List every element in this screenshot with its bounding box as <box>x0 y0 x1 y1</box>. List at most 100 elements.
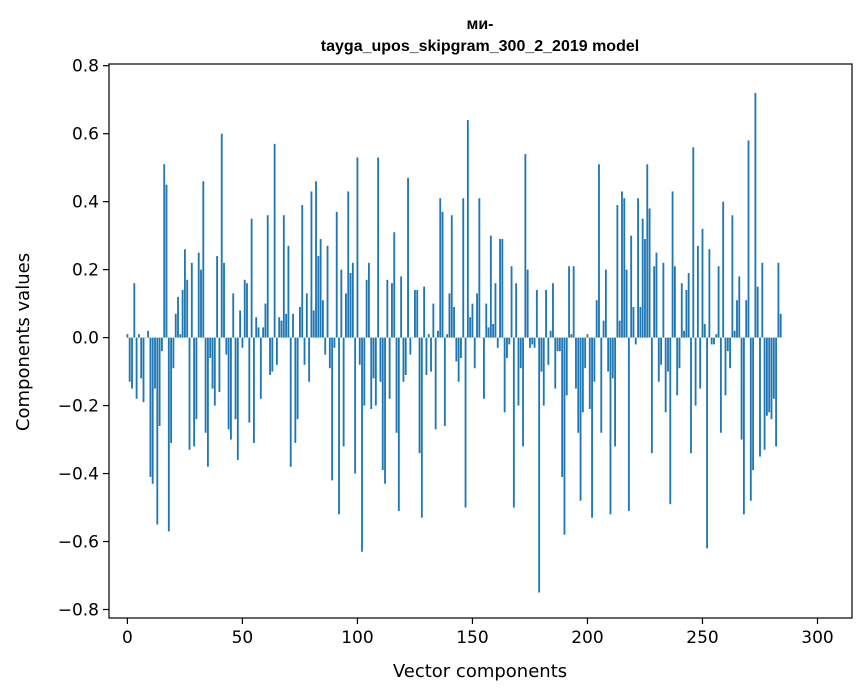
bar <box>420 337 423 518</box>
bar <box>374 337 377 406</box>
bar <box>448 293 451 338</box>
bar <box>673 266 676 338</box>
bar <box>269 337 271 375</box>
bar <box>310 191 313 338</box>
bar <box>485 303 488 338</box>
bar <box>289 337 292 467</box>
bar <box>301 205 304 338</box>
bar <box>216 256 219 338</box>
bar <box>361 337 363 552</box>
bar <box>140 337 143 379</box>
y-tick-label: 0.0 <box>72 329 99 349</box>
x-tick-label: 250 <box>686 628 718 648</box>
bar <box>722 201 725 338</box>
bar <box>391 283 393 338</box>
bar <box>271 337 274 372</box>
bar <box>501 239 504 338</box>
bar <box>273 143 276 338</box>
bar <box>377 157 380 338</box>
bar <box>177 296 179 338</box>
bar <box>206 337 209 467</box>
bar <box>384 337 386 484</box>
bar <box>393 232 396 338</box>
bar <box>197 252 200 338</box>
bar <box>246 283 248 338</box>
bar <box>515 283 518 338</box>
bar <box>430 337 432 372</box>
bar <box>602 320 605 338</box>
bar <box>740 337 743 440</box>
chart-title-line-2: tayga_upos_skipgram_300_2_2019 model <box>321 38 639 55</box>
bar <box>446 334 449 338</box>
bar <box>414 290 416 338</box>
bar <box>156 337 159 525</box>
bar <box>627 337 630 511</box>
bar <box>676 337 679 396</box>
bar <box>126 334 129 338</box>
bar <box>223 262 225 338</box>
bar <box>363 337 366 406</box>
x-axis-label: Vector components <box>393 661 567 682</box>
bar <box>255 317 258 338</box>
bar <box>250 218 253 338</box>
bar <box>568 266 570 338</box>
bar <box>151 337 154 484</box>
bar <box>538 337 541 593</box>
bar <box>287 245 290 338</box>
bar <box>432 303 435 338</box>
bar <box>308 337 311 382</box>
bar <box>685 290 688 338</box>
bar <box>554 337 557 389</box>
bar <box>535 290 538 338</box>
bar <box>648 208 651 338</box>
bar <box>680 283 683 338</box>
y-tick-label: 0.4 <box>72 193 99 213</box>
bar <box>285 313 288 338</box>
bar <box>503 337 506 413</box>
bar <box>370 337 373 409</box>
x-tick-label: 0 <box>122 628 133 648</box>
bar <box>349 273 352 338</box>
bar <box>600 337 603 433</box>
bar <box>669 337 672 505</box>
bar <box>478 198 481 338</box>
bar <box>616 205 619 338</box>
y-tick-label: −0.8 <box>58 601 99 621</box>
bar <box>713 337 715 345</box>
bar <box>655 252 658 338</box>
bar <box>167 337 170 532</box>
bar <box>690 337 692 454</box>
bar <box>692 147 695 338</box>
bar <box>437 330 439 338</box>
bar <box>423 286 426 338</box>
bar <box>517 337 520 406</box>
bar <box>772 337 775 399</box>
bar <box>717 266 720 338</box>
bar <box>653 266 656 338</box>
bar <box>558 337 561 352</box>
bar <box>579 337 582 501</box>
bar <box>365 279 368 338</box>
x-tick-label: 300 <box>801 628 833 648</box>
bar <box>609 337 612 515</box>
bar <box>188 337 191 450</box>
bar <box>345 293 347 338</box>
bar <box>368 262 370 338</box>
bar <box>756 286 759 338</box>
bar <box>738 276 741 338</box>
bar <box>179 334 182 338</box>
bar <box>749 337 752 501</box>
bar <box>499 239 501 338</box>
bar <box>356 157 359 338</box>
bar <box>646 164 649 338</box>
bar <box>763 337 766 450</box>
bar <box>280 320 283 338</box>
bar <box>524 154 527 338</box>
bar <box>667 337 669 372</box>
bar <box>165 184 168 338</box>
bar <box>294 337 297 443</box>
bar <box>335 211 338 338</box>
bar <box>733 330 736 338</box>
y-axis-label: Components values <box>13 253 34 431</box>
y-tick-label: −0.6 <box>58 533 99 553</box>
